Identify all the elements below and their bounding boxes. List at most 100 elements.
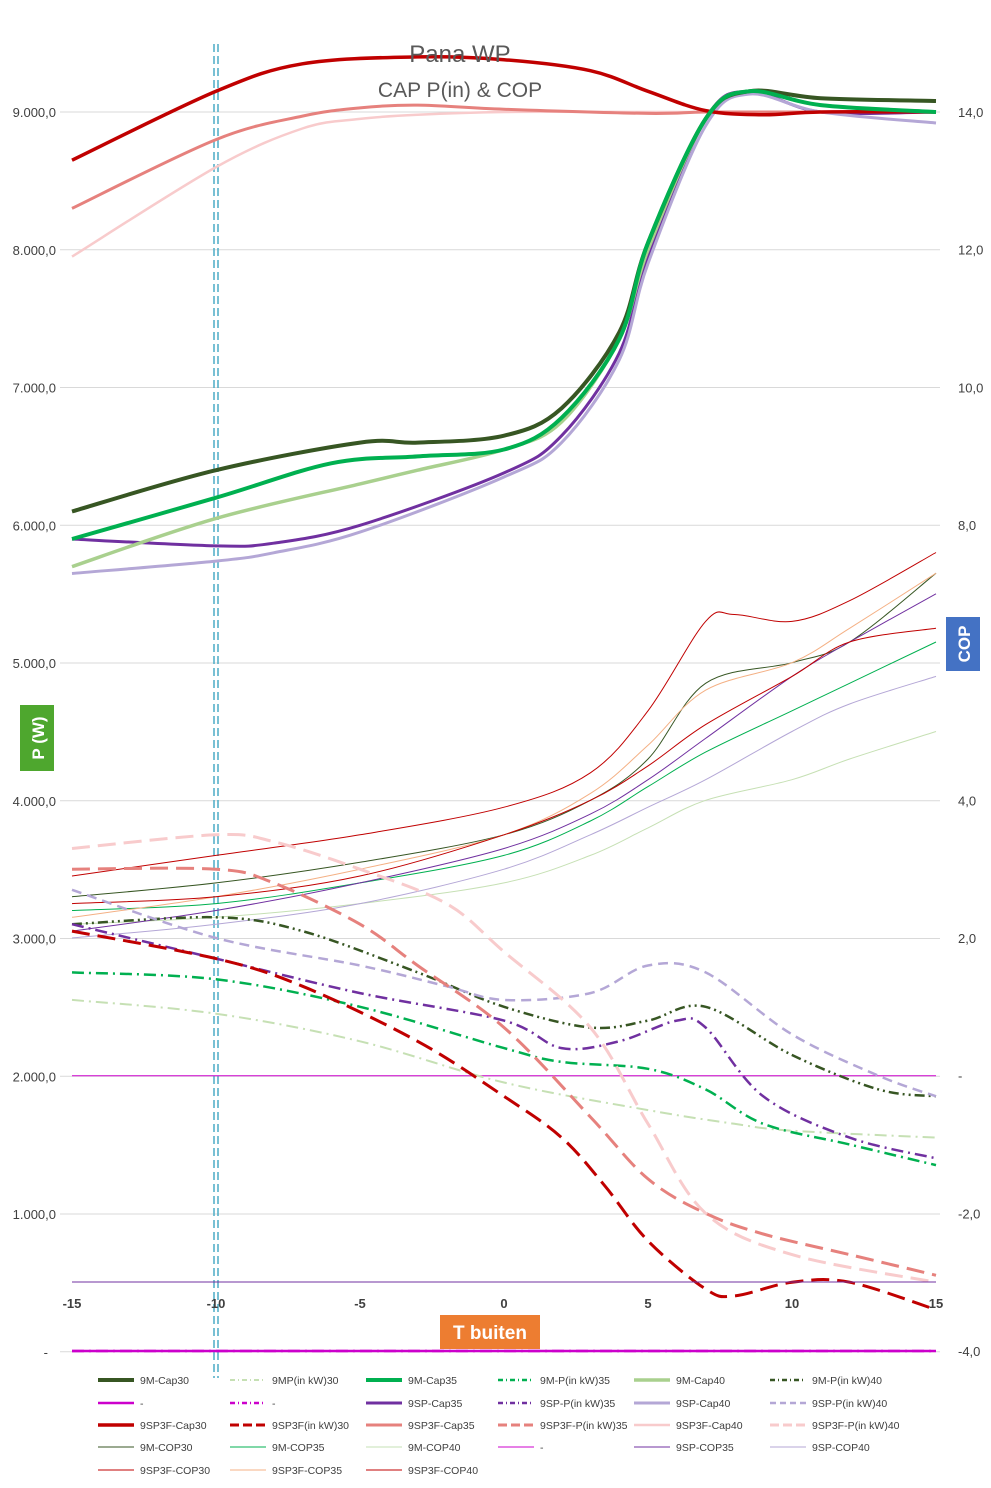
y2-axis-label-bg xyxy=(946,617,980,671)
y-tick-label: - xyxy=(44,1345,48,1360)
x-tick-label: 0 xyxy=(500,1296,507,1311)
legend-item: 9M-COP40 xyxy=(366,1442,461,1454)
series-line xyxy=(71,110,936,258)
series-line xyxy=(71,998,937,1139)
legend-label: 9SP-Cap35 xyxy=(408,1398,462,1410)
y2-tick-label: -2,0 xyxy=(958,1206,980,1221)
y2-tick-label: 8,0 xyxy=(958,518,976,533)
legend-item: 9SP3F-COP30 xyxy=(98,1465,210,1477)
y2-axis-label-badge: COP xyxy=(946,617,980,671)
y-tick-label: 6.000,0 xyxy=(13,518,56,533)
gridlines xyxy=(60,111,940,1353)
series-line xyxy=(71,971,937,1167)
legend-item: 9SP3F-Cap40 xyxy=(634,1420,743,1432)
chart-subtitle: CAP P(in) & COP xyxy=(378,79,542,102)
series-line xyxy=(71,103,936,210)
legend-item: 9SP3F-Cap30 xyxy=(98,1420,207,1432)
legend-item: - xyxy=(98,1398,144,1410)
series-line xyxy=(71,89,937,569)
series-group xyxy=(71,54,937,1353)
legend-item: 9M-P(in kW)40 xyxy=(770,1375,882,1387)
x-tick-label: 10 xyxy=(785,1296,799,1311)
x-tick-label: 5 xyxy=(644,1296,651,1311)
y-tick-label: 9.000,0 xyxy=(13,105,56,120)
legend-item: 9SP-P(in kW)40 xyxy=(770,1398,887,1410)
x-tick-label: -5 xyxy=(354,1296,366,1311)
y-axis-left-ticks: 9.000,0 8.000,0 7.000,0 6.000,0 5.000,0 4.000… xyxy=(13,105,56,1360)
legend-label: 9MP(in kW)30 xyxy=(272,1375,339,1387)
legend-item: 9SP3F-Cap35 xyxy=(366,1420,475,1432)
y2-tick-label: -4,0 xyxy=(958,1344,980,1359)
legend-item: 9M-Cap40 xyxy=(634,1375,725,1387)
legend-item: 9M-COP30 xyxy=(98,1442,193,1454)
series-line xyxy=(71,89,937,541)
legend-label: 9M-P(in kW)40 xyxy=(812,1375,882,1387)
legend-label: - xyxy=(140,1398,144,1410)
legend-label: 9M-Cap30 xyxy=(140,1375,189,1387)
x-tick-label: 15 xyxy=(929,1296,943,1311)
chart-title: Pana WP xyxy=(409,41,510,68)
legend-label: 9SP-P(in kW)40 xyxy=(812,1398,887,1410)
x-tick-label: -15 xyxy=(63,1296,82,1311)
series-line xyxy=(71,833,937,1284)
y2-tick-label: 14,0 xyxy=(958,105,983,120)
series-line xyxy=(71,627,937,905)
legend-item: 9SP-Cap35 xyxy=(366,1398,462,1410)
legend-label: 9M-Cap35 xyxy=(408,1375,457,1387)
legend-item: 9SP-COP40 xyxy=(770,1442,870,1454)
y-tick-label: 3.000,0 xyxy=(13,932,56,947)
x-tick-label: -10 xyxy=(207,1296,226,1311)
legend-item: 9SP-Cap40 xyxy=(634,1398,730,1410)
legend-item: 9M-P(in kW)35 xyxy=(498,1375,610,1387)
legend-label: - xyxy=(540,1442,544,1454)
series-line xyxy=(71,929,937,1312)
legend-label: 9SP3F-Cap35 xyxy=(408,1420,475,1432)
y-tick-label: 7.000,0 xyxy=(13,381,56,396)
y2-tick-label: 4,0 xyxy=(958,793,976,808)
y-axis-label: P (W) xyxy=(29,716,48,759)
y-tick-label: 5.000,0 xyxy=(13,656,56,671)
series-line xyxy=(71,915,937,1098)
marker-line-group xyxy=(213,44,219,1378)
legend-item: - xyxy=(230,1398,276,1410)
legend-label: 9SP-COP40 xyxy=(812,1442,870,1454)
legend-label: 9SP-COP35 xyxy=(676,1442,734,1454)
legend-label: 9M-COP30 xyxy=(140,1442,193,1454)
legend-item: 9SP-COP35 xyxy=(634,1442,734,1454)
legend-label: 9M-COP35 xyxy=(272,1442,325,1454)
series-line xyxy=(71,54,937,162)
legend-label: 9SP3F-Cap30 xyxy=(140,1420,207,1432)
y2-tick-label: 2,0 xyxy=(958,931,976,946)
series-line xyxy=(71,641,937,911)
legend-label: 9SP-Cap40 xyxy=(676,1398,730,1410)
y2-tick-label: 12,0 xyxy=(958,243,983,258)
x-axis-label-badge: T buiten xyxy=(440,1315,540,1349)
y2-axis-label: COP xyxy=(955,626,974,663)
y-tick-label: 4.000,0 xyxy=(13,794,56,809)
series-line xyxy=(71,675,937,939)
legend-item: 9M-Cap30 xyxy=(98,1375,189,1387)
legend-label: 9SP3F-Cap40 xyxy=(676,1420,743,1432)
legend-item: 9SP3F-P(in kW)40 xyxy=(770,1420,900,1432)
legend-label: 9M-COP40 xyxy=(408,1442,461,1454)
title-group: Pana WP CAP P(in) & COP xyxy=(378,41,542,102)
legend-item: 9SP-P(in kW)35 xyxy=(498,1398,615,1410)
series-line xyxy=(71,731,937,925)
legend-item: 9M-COP35 xyxy=(230,1442,325,1454)
series-line xyxy=(71,888,937,1098)
legend: 9M-Cap30 9MP(in kW)30 9M-Cap35 9M-P(in kW)3… xyxy=(98,1375,900,1477)
x-axis-ticks: -15 -10 -5 0 5 10 15 xyxy=(63,1296,944,1311)
y2-tick-label: 10,0 xyxy=(958,380,983,395)
series-line xyxy=(71,922,937,1160)
legend-label: 9SP3F-COP35 xyxy=(272,1465,342,1477)
legend-label: 9SP3F(in kW)30 xyxy=(272,1420,349,1432)
legend-label: - xyxy=(272,1398,276,1410)
legend-item: 9SP3F(in kW)30 xyxy=(230,1420,349,1432)
series-line xyxy=(71,92,937,575)
legend-label: 9SP3F-COP30 xyxy=(140,1465,210,1477)
legend-label: 9SP3F-COP40 xyxy=(408,1465,478,1477)
series-line xyxy=(71,866,937,1277)
legend-item: - xyxy=(498,1442,544,1454)
